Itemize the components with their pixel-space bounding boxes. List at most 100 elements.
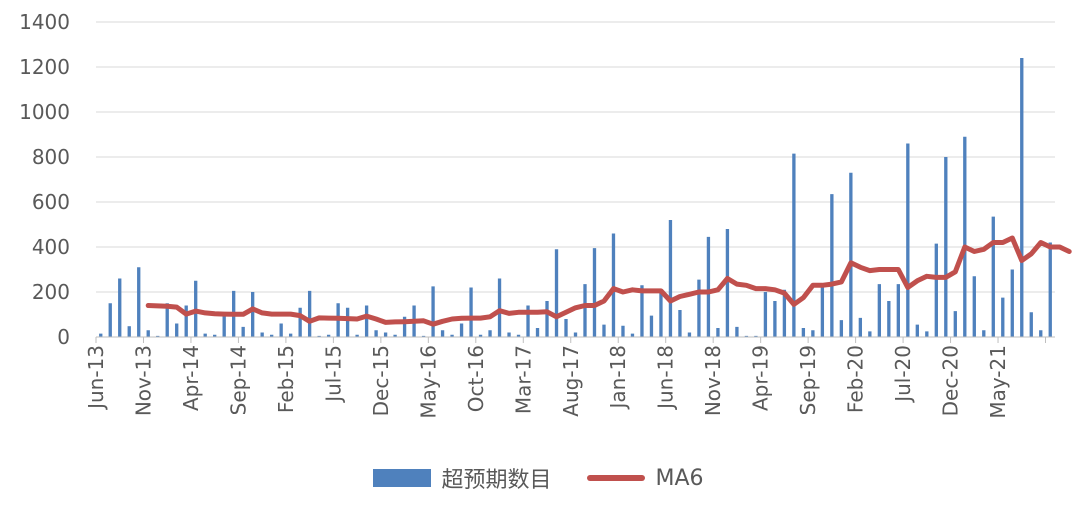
- bar: [944, 157, 948, 337]
- bar: [830, 194, 834, 337]
- bar: [326, 334, 331, 337]
- bar: [982, 330, 986, 337]
- x-axis-ticks: Jun-13 Nov-13 Apr-14 Sep-14 Feb-15 Jul-15 Dec-…: [84, 337, 1047, 419]
- bar: [213, 334, 217, 337]
- bar: [697, 279, 701, 337]
- x-tick-label: Feb-20: [844, 345, 868, 413]
- bar-series: [99, 58, 1052, 337]
- bar: [754, 335, 758, 337]
- bar: [611, 233, 616, 337]
- bar: [393, 334, 397, 337]
- bar: [687, 332, 692, 337]
- bar: [260, 332, 264, 337]
- bar: [1020, 58, 1024, 337]
- bar: [175, 323, 179, 337]
- x-tick-label: Jun-13: [84, 345, 108, 411]
- bar: [507, 332, 511, 337]
- bar: [925, 331, 929, 337]
- bar: [298, 307, 302, 337]
- bar: [118, 278, 122, 337]
- bar: [203, 333, 207, 337]
- bar: [602, 324, 606, 337]
- bar: [1029, 312, 1033, 337]
- legend-item-bars[interactable]: 超预期数目: [373, 462, 551, 494]
- bar: [1048, 242, 1052, 337]
- bar: [735, 326, 739, 337]
- x-tick-label: Dec-15: [369, 345, 393, 416]
- x-tick-label: Nov-13: [131, 345, 155, 416]
- bar: [953, 311, 957, 337]
- x-tick-label: Sep-14: [226, 345, 250, 415]
- legend-line-swatch: [587, 475, 646, 481]
- bar: [431, 286, 435, 337]
- bar: [972, 276, 976, 337]
- bar: [251, 292, 255, 337]
- bar: [706, 236, 711, 337]
- x-tick-label: Aug-17: [559, 345, 583, 417]
- bar: [564, 319, 568, 337]
- bar: [488, 330, 492, 337]
- bar: [659, 292, 663, 337]
- bar: [374, 330, 378, 337]
- bar: [573, 332, 578, 337]
- bar: [725, 229, 730, 337]
- legend-item-line[interactable]: MA6: [587, 465, 704, 491]
- bar: [820, 283, 825, 337]
- bar: [421, 335, 426, 337]
- bar: [184, 305, 188, 337]
- bar: [99, 333, 103, 337]
- bar: [811, 330, 815, 337]
- bar: [678, 310, 682, 337]
- bar: [345, 307, 350, 337]
- x-tick-label: May-16: [416, 345, 440, 419]
- bar: [668, 220, 673, 337]
- bar: [364, 305, 369, 337]
- y-tick-label: 200: [32, 280, 70, 304]
- y-axis-ticks: 0 200 400 600 800 1000 1200 1400: [19, 10, 70, 349]
- legend-bar-swatch: [373, 469, 432, 487]
- bar: [516, 334, 521, 337]
- y-tick-label: 1000: [19, 100, 70, 124]
- y-tick-label: 0: [57, 325, 70, 349]
- bar: [288, 333, 293, 337]
- bar: [991, 216, 995, 337]
- bar: [402, 316, 407, 337]
- x-tick-label: Jul-15: [321, 345, 345, 404]
- legend: 超预期数目 MA6: [0, 462, 1077, 494]
- bar: [545, 301, 549, 337]
- bar: [649, 315, 654, 337]
- bar: [621, 325, 625, 337]
- bar: [459, 323, 464, 337]
- bar: [469, 287, 473, 337]
- bar: [592, 248, 597, 337]
- bar: [716, 328, 720, 337]
- y-tick-label: 800: [32, 145, 70, 169]
- gridlines: [96, 21, 1055, 293]
- bar: [108, 303, 112, 337]
- bar: [839, 320, 844, 337]
- legend-line-label: MA6: [655, 465, 704, 491]
- x-tick-label: Apr-19: [749, 345, 773, 411]
- bar: [156, 335, 160, 337]
- bar: [383, 332, 388, 337]
- bar: [478, 334, 483, 337]
- y-tick-label: 400: [32, 235, 70, 259]
- x-tick-label: Jul-20: [891, 345, 915, 404]
- bar: [440, 330, 445, 337]
- bar: [963, 136, 967, 337]
- bar: [554, 249, 559, 337]
- bar: [526, 305, 530, 337]
- bar: [241, 326, 245, 337]
- ma6-line-series: [145, 235, 1072, 327]
- x-tick-label: Oct-16: [464, 345, 488, 412]
- bar: [792, 153, 796, 337]
- bar: [307, 290, 312, 337]
- x-tick-label: Sep-19: [796, 345, 820, 415]
- bar: [906, 143, 910, 337]
- x-tick-label: May-21: [986, 345, 1010, 419]
- bar: [497, 278, 502, 337]
- bar: [317, 335, 321, 337]
- bar: [1039, 330, 1043, 337]
- bar: [868, 331, 872, 337]
- bar: [896, 284, 900, 337]
